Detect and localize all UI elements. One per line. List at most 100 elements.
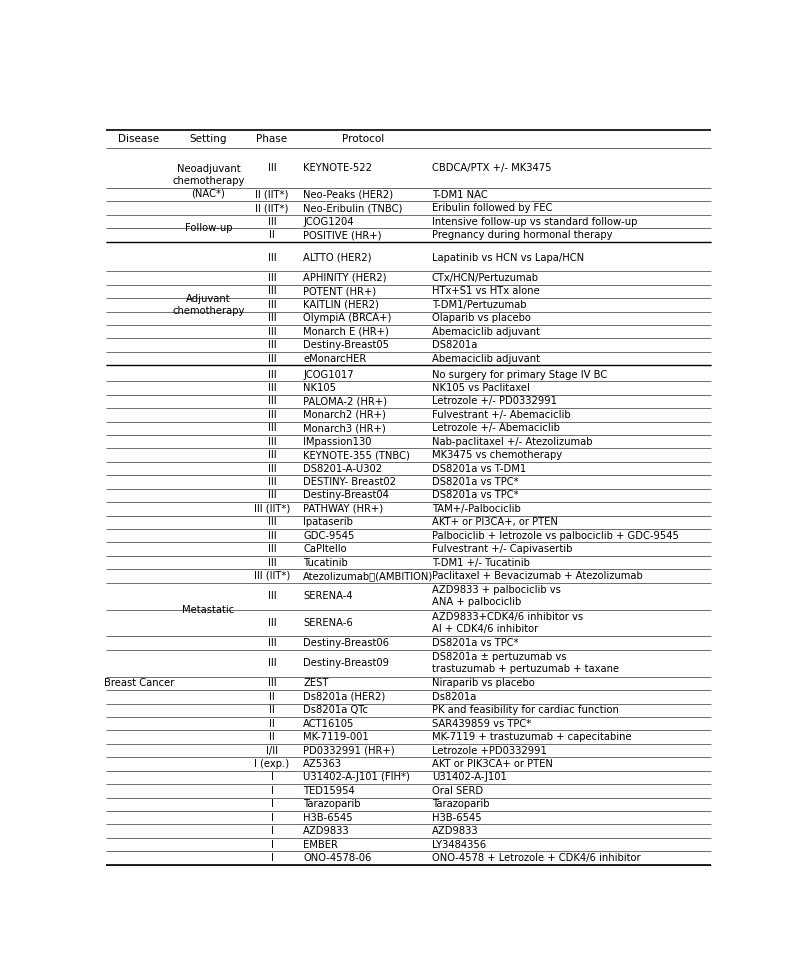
Text: Monarch E (HR+): Monarch E (HR+) — [303, 326, 390, 337]
Text: Tucatinib: Tucatinib — [303, 558, 348, 567]
Text: III (IIT*): III (IIT*) — [254, 571, 290, 581]
Text: DS8201a vs TPC*: DS8201a vs TPC* — [432, 638, 518, 648]
Text: ZEST: ZEST — [303, 678, 329, 688]
Text: Paclitaxel + Bevacizumab + Atezolizumab: Paclitaxel + Bevacizumab + Atezolizumab — [432, 571, 642, 581]
Text: KEYNOTE-355 (TNBC): KEYNOTE-355 (TNBC) — [303, 450, 410, 460]
Text: III: III — [268, 383, 276, 393]
Text: Neo-Peaks (HER2): Neo-Peaks (HER2) — [303, 190, 394, 200]
Text: III: III — [268, 544, 276, 554]
Text: APHINITY (HER2): APHINITY (HER2) — [303, 273, 387, 283]
Text: Neoadjuvant
chemotherapy
(NAC*): Neoadjuvant chemotherapy (NAC*) — [172, 164, 245, 199]
Text: ACT16105: ACT16105 — [303, 718, 354, 729]
Text: Fulvestrant +/- Capivasertib: Fulvestrant +/- Capivasertib — [432, 544, 572, 554]
Text: Palbociclib + letrozole vs palbociclib + GDC-9545: Palbociclib + letrozole vs palbociclib +… — [432, 531, 678, 541]
Text: III: III — [268, 618, 276, 628]
Text: Lapatinib vs HCN vs Lapa/HCN: Lapatinib vs HCN vs Lapa/HCN — [432, 253, 584, 263]
Text: III: III — [268, 591, 276, 601]
Text: II (IIT*): II (IIT*) — [255, 190, 289, 200]
Text: GDC-9545: GDC-9545 — [303, 531, 354, 541]
Text: I: I — [270, 772, 274, 782]
Text: III: III — [268, 163, 276, 172]
Text: Monarch3 (HR+): Monarch3 (HR+) — [303, 423, 386, 433]
Text: Protocol: Protocol — [342, 134, 385, 144]
Text: Disease: Disease — [118, 134, 159, 144]
Text: POSITIVE (HR+): POSITIVE (HR+) — [303, 230, 382, 240]
Text: TED15954: TED15954 — [303, 786, 355, 796]
Text: Tarazoparib: Tarazoparib — [303, 800, 361, 809]
Text: II: II — [269, 692, 275, 702]
Text: III: III — [268, 678, 276, 688]
Text: PATHWAY (HR+): PATHWAY (HR+) — [303, 504, 383, 514]
Text: Intensive follow-up vs standard follow-up: Intensive follow-up vs standard follow-u… — [432, 217, 637, 226]
Text: Follow-up: Follow-up — [185, 223, 232, 233]
Text: III: III — [268, 423, 276, 433]
Text: Olaparib vs placebo: Olaparib vs placebo — [432, 314, 530, 323]
Text: DS8201a ± pertuzumab vs
trastuzumab + pertuzumab + taxane: DS8201a ± pertuzumab vs trastuzumab + pe… — [432, 652, 619, 674]
Text: I: I — [270, 786, 274, 796]
Text: III: III — [268, 531, 276, 541]
Text: SERENA-4: SERENA-4 — [303, 591, 353, 601]
Text: III: III — [268, 340, 276, 350]
Text: II: II — [269, 230, 275, 240]
Text: CBDCA/PTX +/- MK3475: CBDCA/PTX +/- MK3475 — [432, 163, 551, 172]
Text: III: III — [268, 326, 276, 337]
Text: JCOG1017: JCOG1017 — [303, 369, 354, 379]
Text: Oral SERD: Oral SERD — [432, 786, 483, 796]
Text: Setting: Setting — [190, 134, 227, 144]
Text: III (IIT*): III (IIT*) — [254, 504, 290, 514]
Text: Monarch2 (HR+): Monarch2 (HR+) — [303, 410, 386, 419]
Text: III: III — [268, 638, 276, 648]
Text: I: I — [270, 853, 274, 863]
Text: III: III — [268, 659, 276, 668]
Text: T-DM1 NAC: T-DM1 NAC — [432, 190, 487, 200]
Text: Adjuvant
chemotherapy: Adjuvant chemotherapy — [172, 294, 245, 316]
Text: Destiny-Breast06: Destiny-Breast06 — [303, 638, 390, 648]
Text: SERENA-6: SERENA-6 — [303, 618, 353, 628]
Text: Destiny-Breast04: Destiny-Breast04 — [303, 490, 390, 501]
Text: AZD9833: AZD9833 — [432, 826, 478, 836]
Text: Pregnancy during hormonal therapy: Pregnancy during hormonal therapy — [432, 230, 612, 240]
Text: III: III — [268, 253, 276, 263]
Text: AKT+ or PI3CA+, or PTEN: AKT+ or PI3CA+, or PTEN — [432, 517, 558, 527]
Text: NK105 vs Paclitaxel: NK105 vs Paclitaxel — [432, 383, 530, 393]
Text: T-DM1 +/- Tucatinib: T-DM1 +/- Tucatinib — [432, 558, 530, 567]
Text: III: III — [268, 490, 276, 501]
Text: Ds8201a QTc: Ds8201a QTc — [303, 706, 368, 715]
Text: Abemaciclib adjuvant: Abemaciclib adjuvant — [432, 326, 540, 337]
Text: Abemaciclib adjuvant: Abemaciclib adjuvant — [432, 354, 540, 364]
Text: DESTINY- Breast02: DESTINY- Breast02 — [303, 477, 396, 487]
Text: eMonarcHER: eMonarcHER — [303, 354, 366, 364]
Text: III: III — [268, 450, 276, 460]
Text: AZD9833+CDK4/6 inhibitor vs
AI + CDK4/6 inhibitor: AZD9833+CDK4/6 inhibitor vs AI + CDK4/6 … — [432, 612, 583, 634]
Text: Destiny-Breast09: Destiny-Breast09 — [303, 659, 390, 668]
Text: LY3484356: LY3484356 — [432, 840, 486, 850]
Text: Phase: Phase — [257, 134, 288, 144]
Text: AKT or PIK3CA+ or PTEN: AKT or PIK3CA+ or PTEN — [432, 759, 553, 769]
Text: III: III — [268, 477, 276, 487]
Text: I: I — [270, 826, 274, 836]
Text: TAM+/-Palbociclib: TAM+/-Palbociclib — [432, 504, 521, 514]
Text: OlympiA (BRCA+): OlympiA (BRCA+) — [303, 314, 392, 323]
Text: AZD9833 + palbociclib vs
ANA + palbociclib: AZD9833 + palbociclib vs ANA + palbocicl… — [432, 585, 561, 608]
Text: ONO-4578 + Letrozole + CDK4/6 inhibitor: ONO-4578 + Letrozole + CDK4/6 inhibitor — [432, 853, 640, 863]
Text: DS8201a vs T-DM1: DS8201a vs T-DM1 — [432, 464, 526, 473]
Text: Nab-paclitaxel +/- Atezolizumab: Nab-paclitaxel +/- Atezolizumab — [432, 437, 592, 447]
Text: T-DM1/Pertuzumab: T-DM1/Pertuzumab — [432, 300, 526, 310]
Text: KEYNOTE-522: KEYNOTE-522 — [303, 163, 372, 172]
Text: Tarazoparib: Tarazoparib — [432, 800, 490, 809]
Text: III: III — [268, 558, 276, 567]
Text: I: I — [270, 812, 274, 822]
Text: I: I — [270, 840, 274, 850]
Text: Ipataserib: Ipataserib — [303, 517, 354, 527]
Text: Neo-Eribulin (TNBC): Neo-Eribulin (TNBC) — [303, 203, 402, 214]
Text: CaPItello: CaPItello — [303, 544, 347, 554]
Text: Ds8201a (HER2): Ds8201a (HER2) — [303, 692, 386, 702]
Text: DS8201-A-U302: DS8201-A-U302 — [303, 464, 382, 473]
Text: II: II — [269, 718, 275, 729]
Text: DS8201a vs TPC*: DS8201a vs TPC* — [432, 490, 518, 501]
Text: MK3475 vs chemotherapy: MK3475 vs chemotherapy — [432, 450, 562, 460]
Text: Letrozole +/- Abemaciclib: Letrozole +/- Abemaciclib — [432, 423, 559, 433]
Text: III: III — [268, 396, 276, 407]
Text: II: II — [269, 706, 275, 715]
Text: POTENT (HR+): POTENT (HR+) — [303, 286, 377, 296]
